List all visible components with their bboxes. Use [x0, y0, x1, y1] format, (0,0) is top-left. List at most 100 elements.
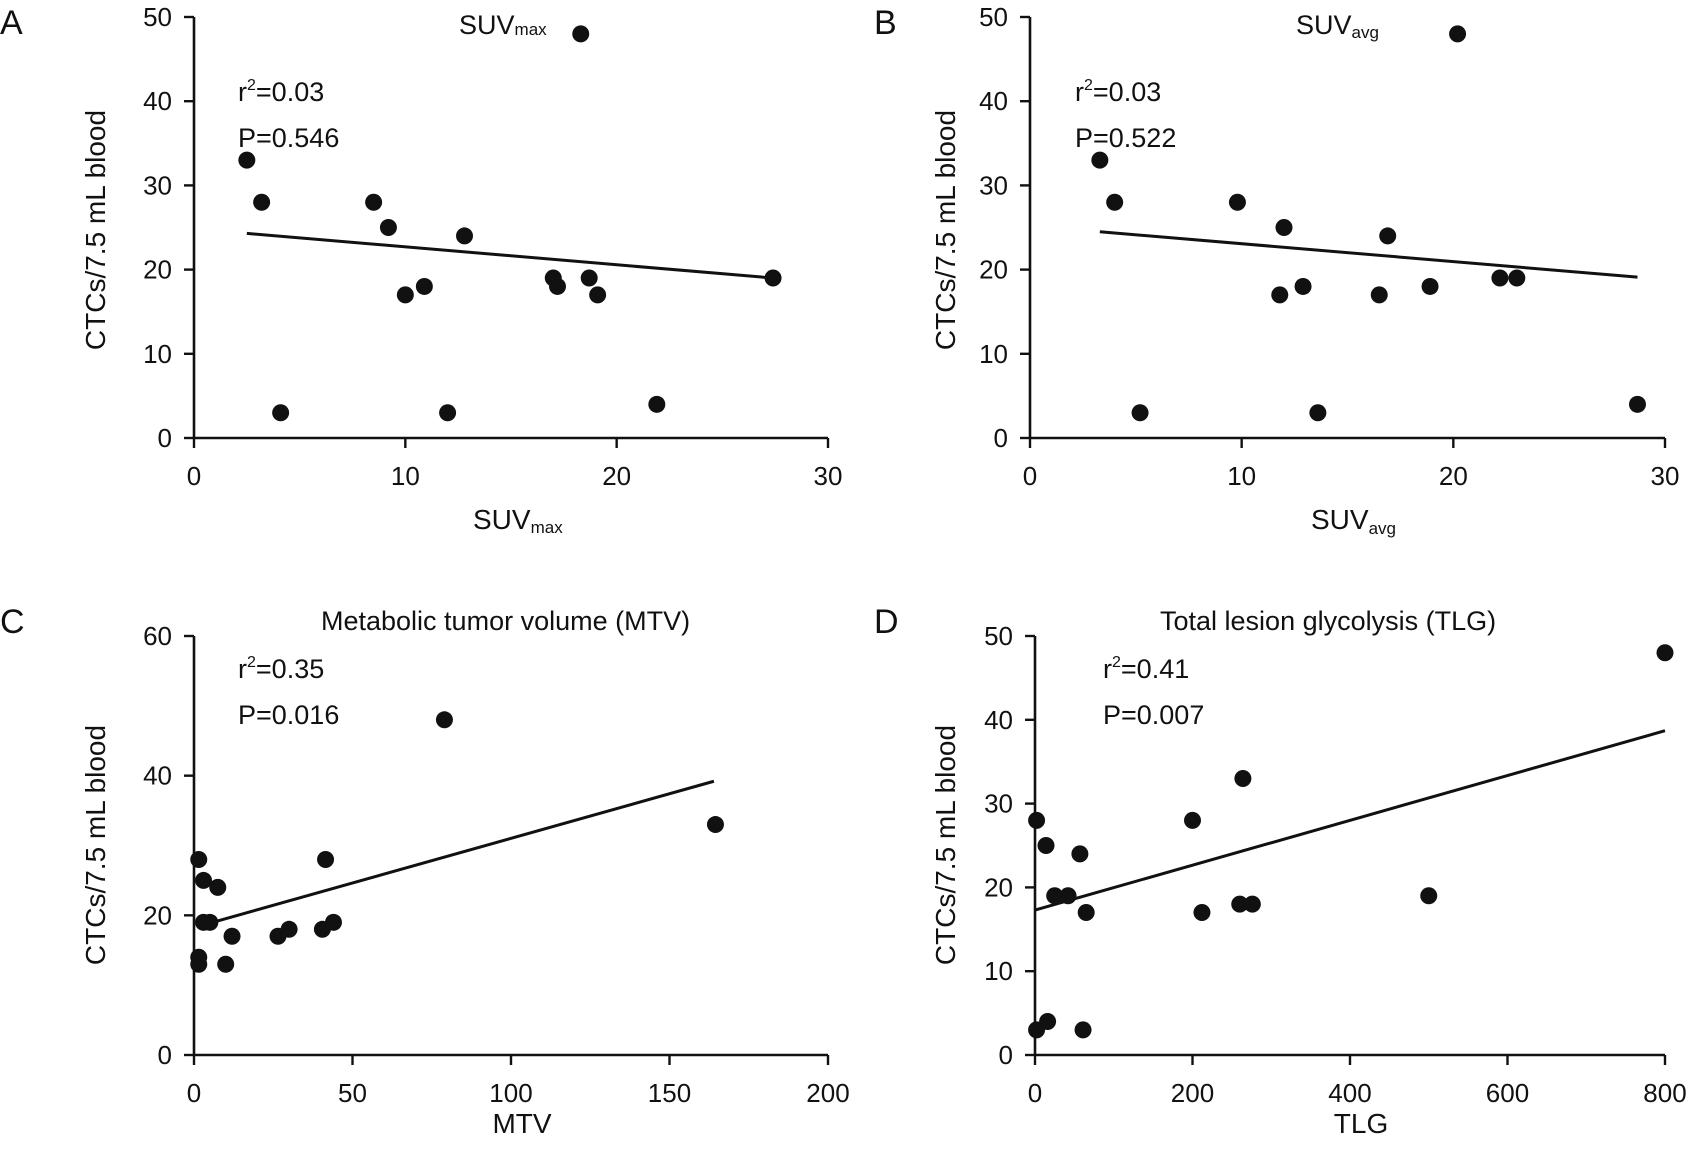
- data-point: [1656, 644, 1674, 662]
- panel-c: C Metabolic tumor volume (MTV) r2=0.35 P…: [0, 603, 850, 1139]
- y-tick-label: 10: [984, 956, 1013, 986]
- chart-title: SUVavg: [1296, 10, 1379, 42]
- x-axis-title: SUVavg: [1311, 504, 1396, 538]
- x-tick-label: 0: [1028, 1078, 1042, 1108]
- data-point: [1491, 269, 1509, 287]
- y-axis-title: CTCs/7.5 mL blood: [80, 110, 111, 350]
- y-axis-title: CTCs/7.5 mL blood: [930, 725, 961, 965]
- data-point: [379, 219, 397, 236]
- data-point: [1037, 837, 1055, 854]
- data-point: [253, 193, 271, 211]
- data-point: [580, 269, 598, 287]
- r-squared-exponent: 2: [247, 654, 256, 671]
- y-tick-label: 40: [143, 761, 172, 791]
- y-tick-label: 60: [143, 621, 172, 651]
- chart-title-subscript: max: [515, 20, 548, 39]
- x-tick-label: 30: [814, 461, 843, 491]
- y-tick-label: 50: [979, 2, 1008, 32]
- y-axis-title: CTCs/7.5 mL blood: [80, 725, 111, 965]
- data-point: [1370, 286, 1388, 304]
- data-point: [1077, 904, 1095, 922]
- data-point: [706, 816, 724, 834]
- chart-title: Total lesion glycolysis (TLG): [1160, 606, 1496, 636]
- y-tick-label: 50: [984, 621, 1013, 651]
- r-squared-exponent: 2: [1112, 654, 1121, 671]
- data-point: [1184, 811, 1201, 829]
- data-point: [1243, 895, 1261, 913]
- panel-letter: B: [874, 4, 897, 42]
- x-tick-label: 200: [1171, 1078, 1214, 1108]
- data-point: [272, 404, 290, 422]
- data-point: [1228, 193, 1246, 211]
- x-tick-label: 0: [1023, 461, 1037, 491]
- data-point: [1046, 887, 1064, 905]
- panel-b: B SUVavg r2=0.03 P=0.522 CTCs/7.5 mL blo…: [874, 2, 1679, 538]
- data-point: [1449, 25, 1467, 43]
- x-axis-title: MTV: [492, 1108, 551, 1139]
- regression-line: [246, 231, 774, 280]
- data-point: [548, 277, 566, 295]
- y-tick-label: 0: [158, 1040, 172, 1070]
- data-point: [456, 227, 474, 245]
- data-point: [1275, 219, 1293, 236]
- data-point: [317, 850, 335, 868]
- data-point: [1420, 887, 1438, 905]
- data-point: [238, 151, 256, 169]
- data-point: [1193, 904, 1211, 922]
- data-point: [1309, 404, 1327, 422]
- data-point: [648, 395, 666, 413]
- x-tick-label: 200: [806, 1078, 849, 1108]
- chart-title-main: SUV: [1296, 10, 1352, 40]
- data-point: [223, 927, 241, 945]
- p-value-label: P=0.016: [238, 700, 339, 730]
- x-axis-title-main: SUV: [473, 504, 531, 535]
- x-tick-label: 100: [489, 1078, 532, 1108]
- p-value-label: P=0.522: [1075, 123, 1176, 153]
- x-tick-label: 10: [1227, 461, 1256, 491]
- data-point: [217, 955, 235, 973]
- y-tick-label: 20: [984, 872, 1013, 902]
- r-squared-label: r2=0.03: [238, 77, 324, 107]
- regression-line: [1034, 729, 1666, 912]
- data-point: [435, 711, 453, 729]
- data-point: [1508, 269, 1526, 287]
- r-squared-r: r: [238, 77, 247, 107]
- y-tick-label: 0: [999, 1040, 1013, 1070]
- data-point: [190, 955, 208, 973]
- data-point: [1421, 277, 1439, 295]
- x-axis-title: TLG: [1334, 1108, 1388, 1139]
- x-tick-label: 20: [602, 461, 631, 491]
- r-squared-label: r2=0.35: [238, 654, 324, 684]
- r-squared-label: r2=0.41: [1103, 654, 1189, 684]
- data-point: [1071, 845, 1089, 863]
- data-point: [1039, 1012, 1057, 1030]
- y-tick-label: 0: [994, 423, 1008, 453]
- data-point: [1059, 887, 1077, 905]
- p-value-label: P=0.007: [1103, 700, 1204, 730]
- data-point: [324, 913, 342, 931]
- data-point: [764, 269, 782, 287]
- x-tick-label: 600: [1486, 1078, 1529, 1108]
- y-tick-label: 30: [979, 170, 1008, 200]
- panel-letter: A: [0, 4, 23, 42]
- p-value-label: P=0.546: [238, 123, 339, 153]
- data-point: [1231, 895, 1249, 913]
- y-tick-label: 0: [158, 423, 172, 453]
- panel-d: D Total lesion glycolysis (TLG) r2=0.41 …: [874, 603, 1687, 1139]
- x-tick-label: 0: [187, 1078, 201, 1108]
- y-tick-label: 40: [143, 86, 172, 116]
- chart-title: Metabolic tumor volume (MTV): [321, 606, 690, 636]
- regression-line: [199, 779, 715, 928]
- data-point: [1028, 811, 1046, 829]
- data-point: [190, 850, 208, 868]
- data-point: [365, 193, 383, 211]
- data-point: [1628, 395, 1646, 413]
- data-point: [396, 286, 414, 304]
- y-tick-label: 10: [143, 339, 172, 369]
- y-tick-label: 40: [979, 86, 1008, 116]
- data-point: [1271, 286, 1289, 304]
- chart-title: SUVmax: [459, 10, 547, 40]
- r-squared-label: r2=0.03: [1075, 77, 1161, 107]
- y-axis-title: CTCs/7.5 mL blood: [930, 110, 961, 350]
